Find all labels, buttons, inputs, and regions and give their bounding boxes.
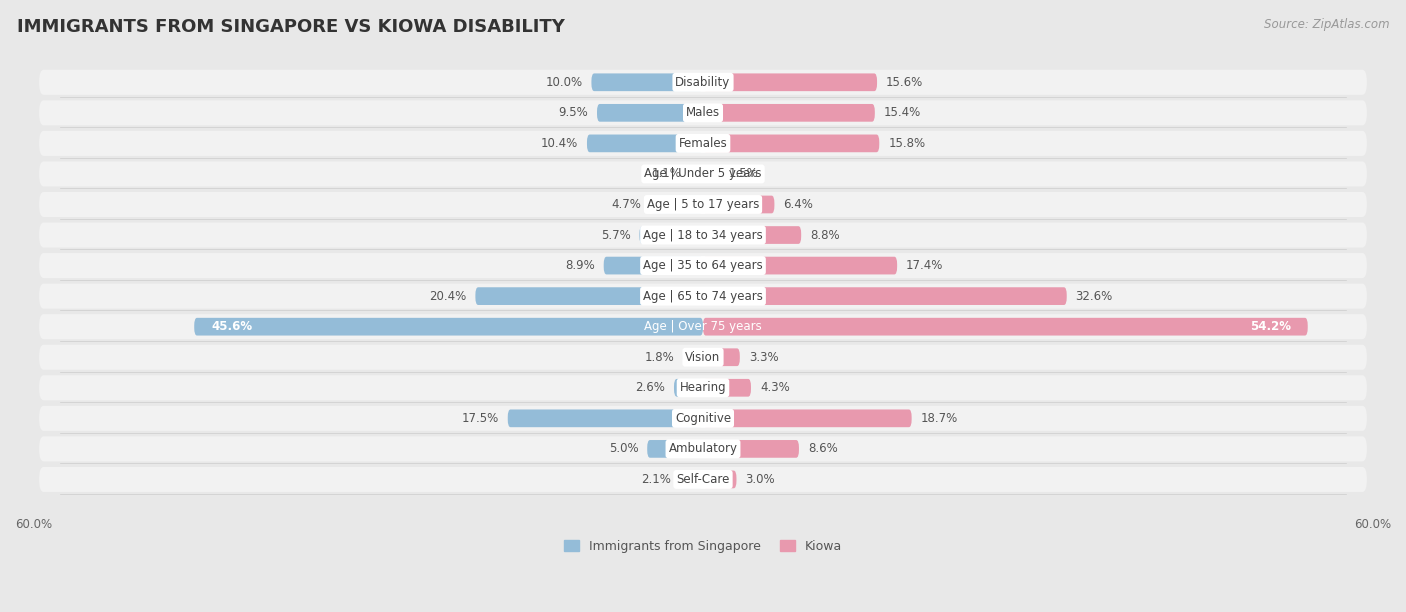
Text: 9.5%: 9.5% (558, 106, 588, 119)
Text: 1.5%: 1.5% (728, 168, 758, 181)
FancyBboxPatch shape (39, 436, 1367, 461)
FancyBboxPatch shape (703, 318, 1308, 335)
Text: Cognitive: Cognitive (675, 412, 731, 425)
Text: 4.3%: 4.3% (759, 381, 790, 394)
FancyBboxPatch shape (703, 440, 799, 458)
Text: 17.4%: 17.4% (905, 259, 943, 272)
FancyBboxPatch shape (194, 318, 703, 335)
FancyBboxPatch shape (703, 104, 875, 122)
Text: Self-Care: Self-Care (676, 473, 730, 486)
FancyBboxPatch shape (647, 440, 703, 458)
Text: Age | Under 5 years: Age | Under 5 years (644, 168, 762, 181)
FancyBboxPatch shape (703, 348, 740, 366)
FancyBboxPatch shape (703, 379, 751, 397)
FancyBboxPatch shape (508, 409, 703, 427)
FancyBboxPatch shape (640, 226, 703, 244)
Text: 15.6%: 15.6% (886, 76, 924, 89)
Text: 5.0%: 5.0% (609, 442, 638, 455)
FancyBboxPatch shape (703, 256, 897, 274)
Text: 32.6%: 32.6% (1076, 289, 1114, 302)
FancyBboxPatch shape (703, 135, 879, 152)
FancyBboxPatch shape (673, 379, 703, 397)
Text: Females: Females (679, 137, 727, 150)
FancyBboxPatch shape (651, 196, 703, 214)
Text: Hearing: Hearing (679, 381, 727, 394)
FancyBboxPatch shape (39, 345, 1367, 370)
Text: 2.1%: 2.1% (641, 473, 671, 486)
Text: 1.1%: 1.1% (652, 168, 682, 181)
Text: Ambulatory: Ambulatory (668, 442, 738, 455)
Text: Vision: Vision (685, 351, 721, 364)
Text: 6.4%: 6.4% (783, 198, 813, 211)
FancyBboxPatch shape (39, 192, 1367, 217)
FancyBboxPatch shape (690, 165, 703, 183)
Text: 54.2%: 54.2% (1250, 320, 1291, 333)
FancyBboxPatch shape (39, 375, 1367, 400)
Text: 15.4%: 15.4% (884, 106, 921, 119)
FancyBboxPatch shape (603, 256, 703, 274)
Text: 3.3%: 3.3% (749, 351, 779, 364)
FancyBboxPatch shape (39, 131, 1367, 156)
Text: Age | 35 to 64 years: Age | 35 to 64 years (643, 259, 763, 272)
Text: 17.5%: 17.5% (461, 412, 499, 425)
Text: 4.7%: 4.7% (612, 198, 641, 211)
Text: IMMIGRANTS FROM SINGAPORE VS KIOWA DISABILITY: IMMIGRANTS FROM SINGAPORE VS KIOWA DISAB… (17, 18, 565, 36)
Text: Age | 65 to 74 years: Age | 65 to 74 years (643, 289, 763, 302)
FancyBboxPatch shape (703, 409, 911, 427)
FancyBboxPatch shape (703, 226, 801, 244)
FancyBboxPatch shape (592, 73, 703, 91)
Text: 5.7%: 5.7% (600, 228, 630, 242)
Text: Age | 18 to 34 years: Age | 18 to 34 years (643, 228, 763, 242)
Text: 45.6%: 45.6% (211, 320, 252, 333)
FancyBboxPatch shape (39, 314, 1367, 339)
FancyBboxPatch shape (39, 253, 1367, 278)
Text: 8.9%: 8.9% (565, 259, 595, 272)
FancyBboxPatch shape (39, 70, 1367, 95)
FancyBboxPatch shape (586, 135, 703, 152)
Text: 18.7%: 18.7% (921, 412, 957, 425)
Text: 1.8%: 1.8% (644, 351, 673, 364)
Text: Disability: Disability (675, 76, 731, 89)
Legend: Immigrants from Singapore, Kiowa: Immigrants from Singapore, Kiowa (560, 535, 846, 558)
FancyBboxPatch shape (475, 287, 703, 305)
FancyBboxPatch shape (679, 471, 703, 488)
Text: 8.6%: 8.6% (808, 442, 838, 455)
FancyBboxPatch shape (39, 223, 1367, 248)
FancyBboxPatch shape (703, 73, 877, 91)
FancyBboxPatch shape (39, 100, 1367, 125)
Text: 3.0%: 3.0% (745, 473, 775, 486)
Text: 8.8%: 8.8% (810, 228, 839, 242)
Text: Source: ZipAtlas.com: Source: ZipAtlas.com (1264, 18, 1389, 31)
Text: 10.0%: 10.0% (546, 76, 582, 89)
FancyBboxPatch shape (598, 104, 703, 122)
FancyBboxPatch shape (39, 467, 1367, 492)
FancyBboxPatch shape (39, 283, 1367, 308)
FancyBboxPatch shape (703, 165, 720, 183)
Text: 2.6%: 2.6% (636, 381, 665, 394)
FancyBboxPatch shape (703, 196, 775, 214)
FancyBboxPatch shape (703, 471, 737, 488)
FancyBboxPatch shape (683, 348, 703, 366)
Text: 15.8%: 15.8% (889, 137, 925, 150)
Text: Males: Males (686, 106, 720, 119)
FancyBboxPatch shape (39, 406, 1367, 431)
Text: 20.4%: 20.4% (429, 289, 467, 302)
Text: Age | Over 75 years: Age | Over 75 years (644, 320, 762, 333)
FancyBboxPatch shape (39, 162, 1367, 187)
Text: 10.4%: 10.4% (541, 137, 578, 150)
Text: Age | 5 to 17 years: Age | 5 to 17 years (647, 198, 759, 211)
FancyBboxPatch shape (703, 287, 1067, 305)
